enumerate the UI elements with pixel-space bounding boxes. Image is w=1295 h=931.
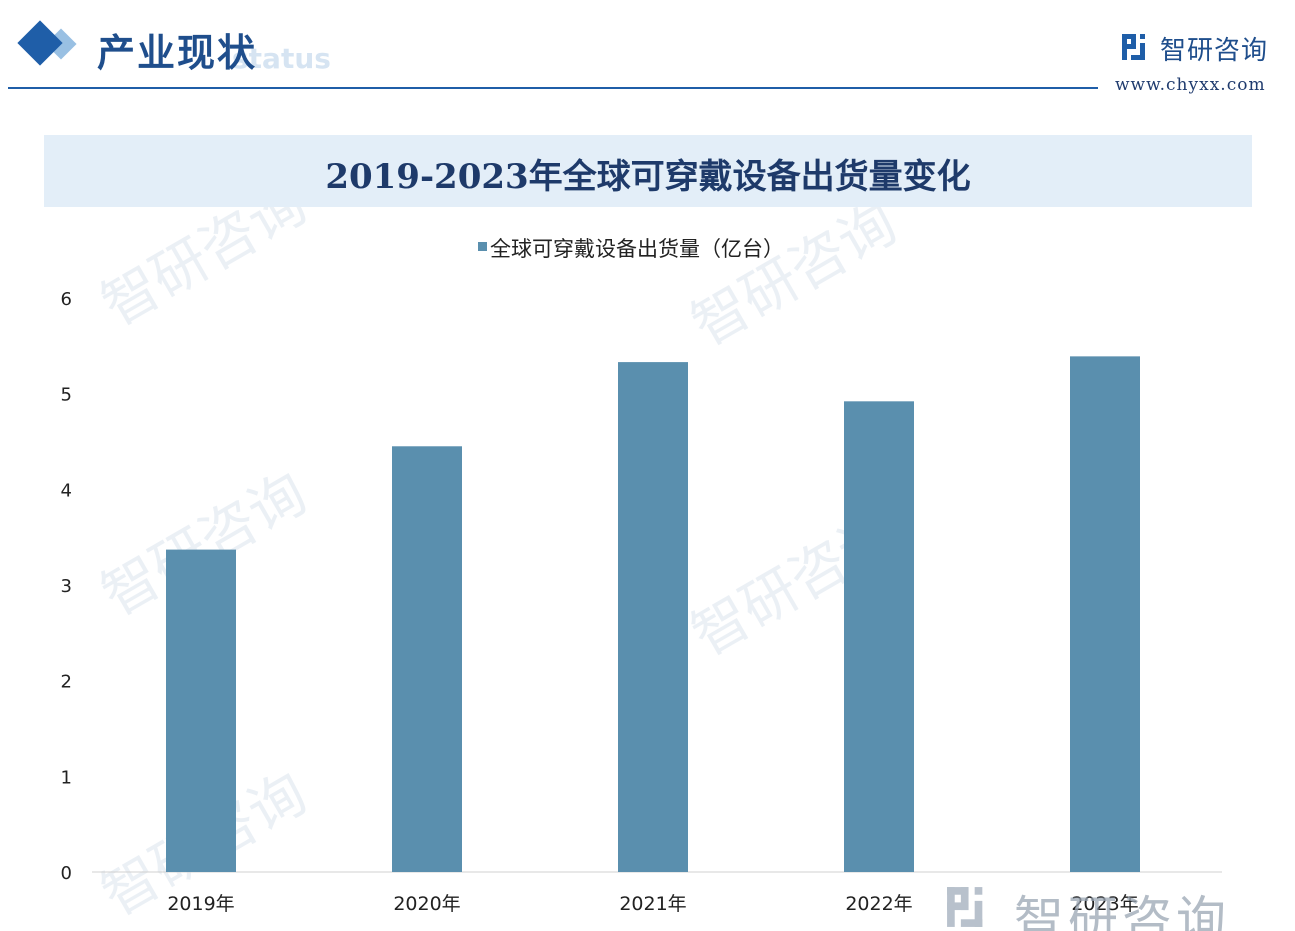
y-tick-label: 0 xyxy=(61,863,72,884)
section-subtitle: status xyxy=(232,42,331,75)
site-url: www.chyxx.com xyxy=(1115,75,1266,95)
y-tick-label: 2 xyxy=(61,672,72,693)
y-tick-label: 6 xyxy=(61,289,72,310)
y-tick-label: 4 xyxy=(61,480,72,501)
x-tick-label: 2020年 xyxy=(393,893,460,915)
bottom-watermark-text: 智研咨询 xyxy=(1014,891,1230,931)
chart-title: 2019-2023年全球可穿戴设备出货量变化 xyxy=(325,157,971,197)
legend-label: 全球可穿戴设备出货量（亿台） xyxy=(490,237,784,261)
x-tick-label: 2019年 xyxy=(167,893,234,915)
bar xyxy=(392,446,462,872)
bar xyxy=(618,362,688,872)
brand-mark-icon xyxy=(947,887,983,927)
brand-name: 智研咨询 xyxy=(1160,36,1269,66)
y-tick-label: 3 xyxy=(61,576,72,597)
section-title: 产业现状 xyxy=(97,30,258,75)
header: status 产业现状 智研咨询 www.chyxx.com xyxy=(0,0,1295,95)
x-tick-label: 2021年 xyxy=(619,893,686,915)
y-tick-label: 1 xyxy=(61,767,72,788)
legend-swatch xyxy=(478,242,487,251)
x-tick-label: 2022年 xyxy=(845,893,912,915)
y-tick-label: 5 xyxy=(61,385,72,406)
bar xyxy=(1070,356,1140,872)
bar xyxy=(844,401,914,872)
x-tick-label: 2023年 xyxy=(1071,893,1138,915)
bar xyxy=(166,549,236,872)
chart-title-band: 2019-2023年全球可穿戴设备出货量变化 xyxy=(44,135,1252,207)
brand-mark-icon xyxy=(1122,34,1145,60)
brand-logo: 智研咨询 xyxy=(1120,30,1280,66)
header-divider xyxy=(8,87,1098,89)
bottom-watermark-logo: 智研咨询 xyxy=(940,880,1280,931)
